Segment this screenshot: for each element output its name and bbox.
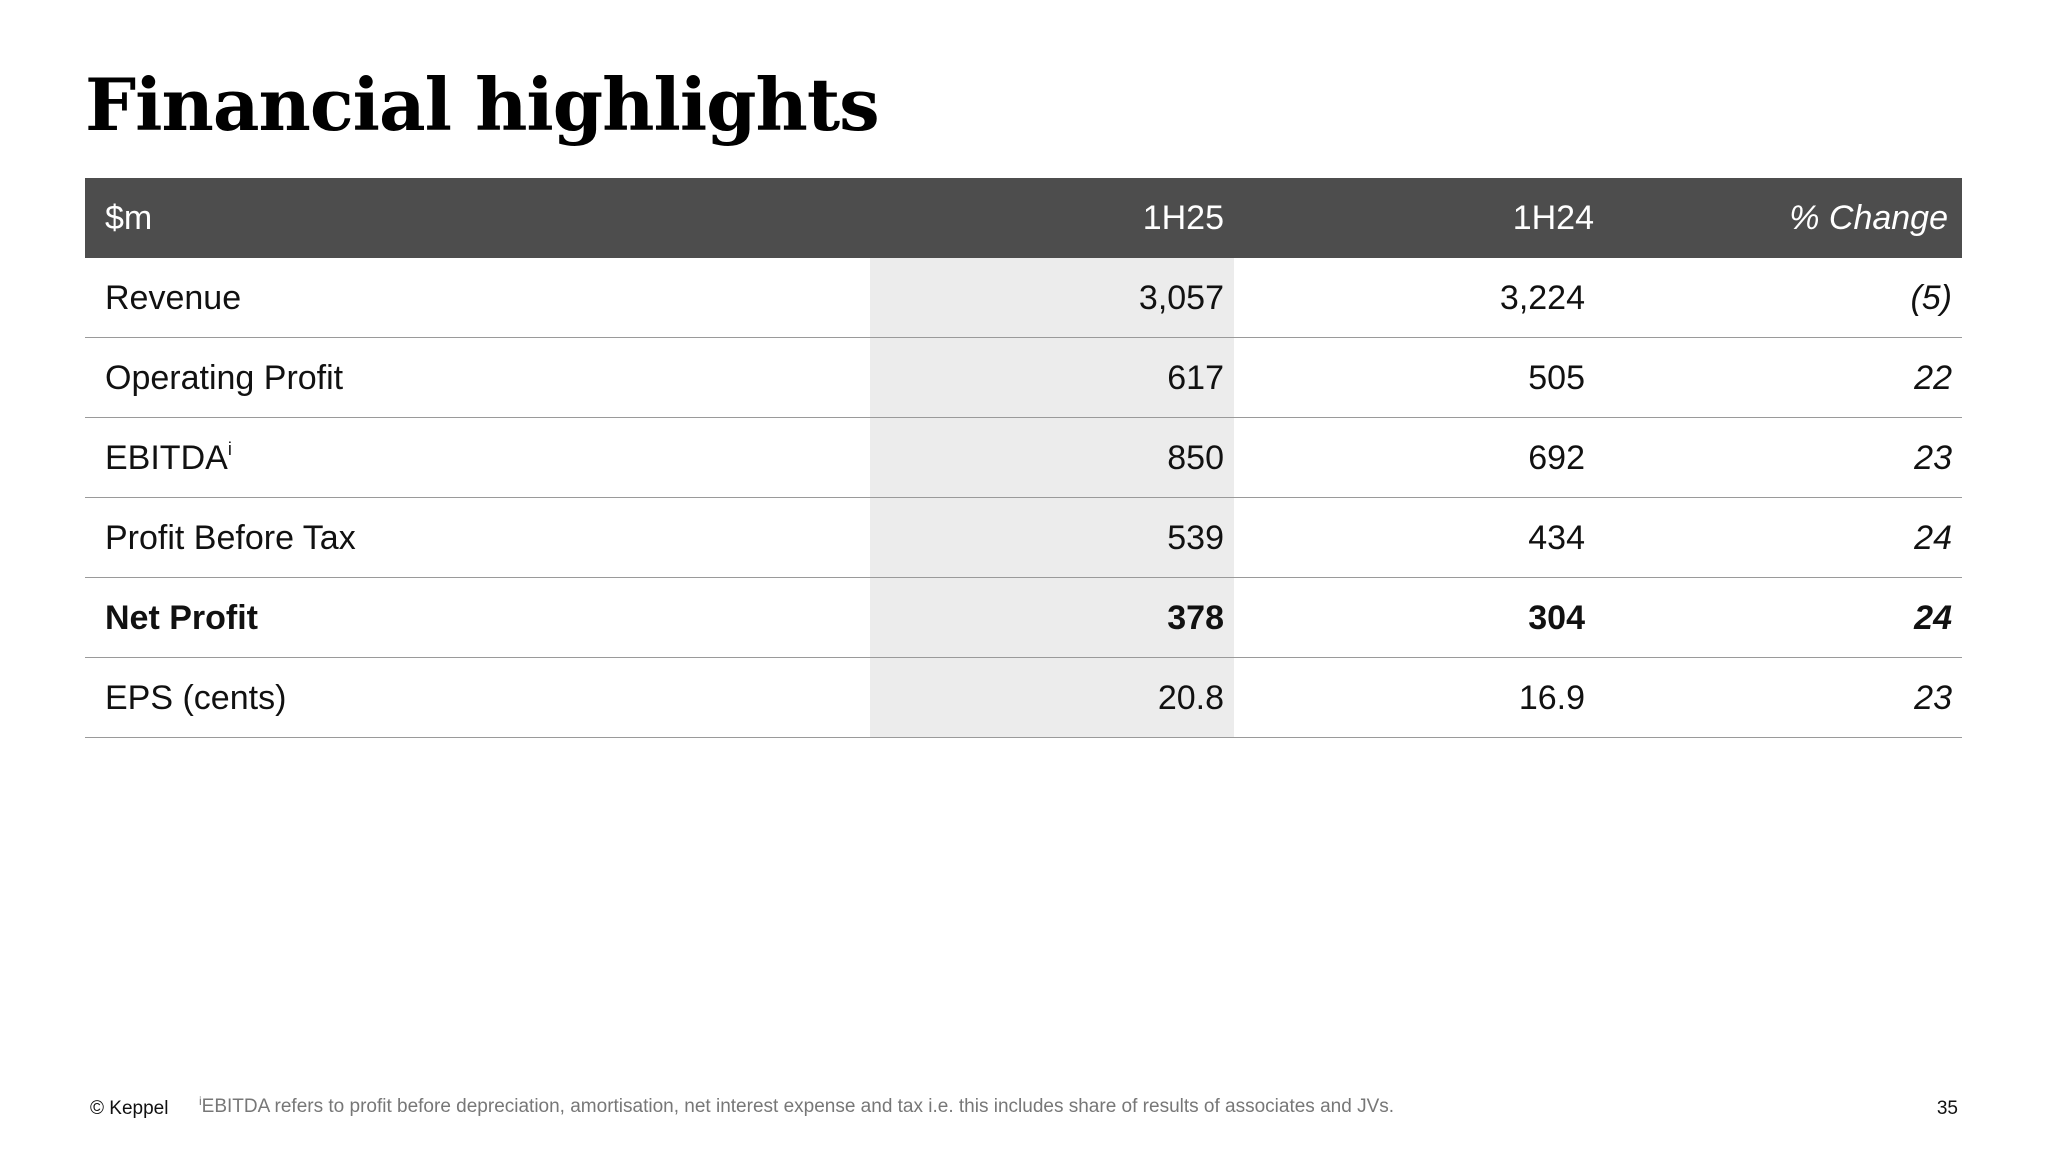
shade <box>870 498 1234 577</box>
cell-value: 505 <box>1528 359 1585 397</box>
cell-value: 16.9 <box>1518 679 1585 717</box>
shade <box>870 338 1234 417</box>
cell-value: 23 <box>1914 679 1952 717</box>
row-label: Revenue <box>105 258 241 338</box>
table-row: EPS (cents) 20.8 16.9 23 <box>85 658 1962 738</box>
label-text: Net Profit <box>105 599 258 637</box>
footnote-marker: i <box>227 439 232 459</box>
cell-value: 692 <box>1528 439 1585 477</box>
shade <box>870 658 1234 737</box>
label-text: Revenue <box>105 279 242 317</box>
cell-value: 3,224 <box>1499 279 1585 317</box>
shade <box>870 418 1234 497</box>
column-header: 1H25 <box>1142 199 1224 237</box>
cell-value: 23 <box>1914 439 1952 477</box>
cell-value: (5) <box>1910 279 1952 317</box>
column-header: % Change <box>1789 199 1948 237</box>
footnote-text: EBITDA refers to profit before depreciat… <box>201 1096 1395 1117</box>
row-label: Profit Before Tax <box>105 498 356 578</box>
table-row: Net Profit 378 304 24 <box>85 578 1962 658</box>
row-label: Operating Profit <box>105 338 343 418</box>
header-row: $m 1H25 1H24 % Change <box>85 178 1962 258</box>
label-text: Operating Profit <box>105 359 344 397</box>
cell-value: 3,057 <box>1138 279 1224 317</box>
shade <box>870 258 1234 337</box>
page-number: 35 <box>1936 1098 1958 1119</box>
cell-value: 24 <box>1914 599 1952 637</box>
slide-title: Financial highlights <box>85 62 880 147</box>
row-label: EBITDAi <box>105 418 232 498</box>
footnote-marker: i <box>199 1094 202 1108</box>
copyright: © Keppel <box>90 1098 169 1119</box>
row-label: EPS (cents) <box>105 658 286 738</box>
cell-value: 850 <box>1167 439 1224 477</box>
table-row: Profit Before Tax 539 434 24 <box>85 498 1962 578</box>
footnote: iEBITDA refers to profit before deprecia… <box>199 1094 1395 1118</box>
cell-value: 20.8 <box>1157 679 1224 717</box>
cell-value: 378 <box>1167 599 1224 637</box>
row-label: Net Profit <box>105 578 258 658</box>
column-header: 1H24 <box>1512 199 1594 237</box>
shade <box>870 578 1234 657</box>
table-row: Revenue 3,057 3,224 (5) <box>85 258 1962 338</box>
cell-value: 617 <box>1167 359 1224 397</box>
column-header: $m <box>105 199 153 237</box>
table-row: EBITDAi 850 692 23 <box>85 418 1962 498</box>
table-row: Operating Profit 617 505 22 <box>85 338 1962 418</box>
cell-value: 22 <box>1914 359 1952 397</box>
cell-value: 24 <box>1914 519 1952 557</box>
label-text: EBITDA <box>105 439 228 477</box>
cell-value: 434 <box>1528 519 1585 557</box>
label-text: Profit Before Tax <box>105 519 356 557</box>
label-text: EPS (cents) <box>105 679 287 717</box>
cell-value: 304 <box>1528 599 1585 637</box>
cell-value: 539 <box>1167 519 1224 557</box>
